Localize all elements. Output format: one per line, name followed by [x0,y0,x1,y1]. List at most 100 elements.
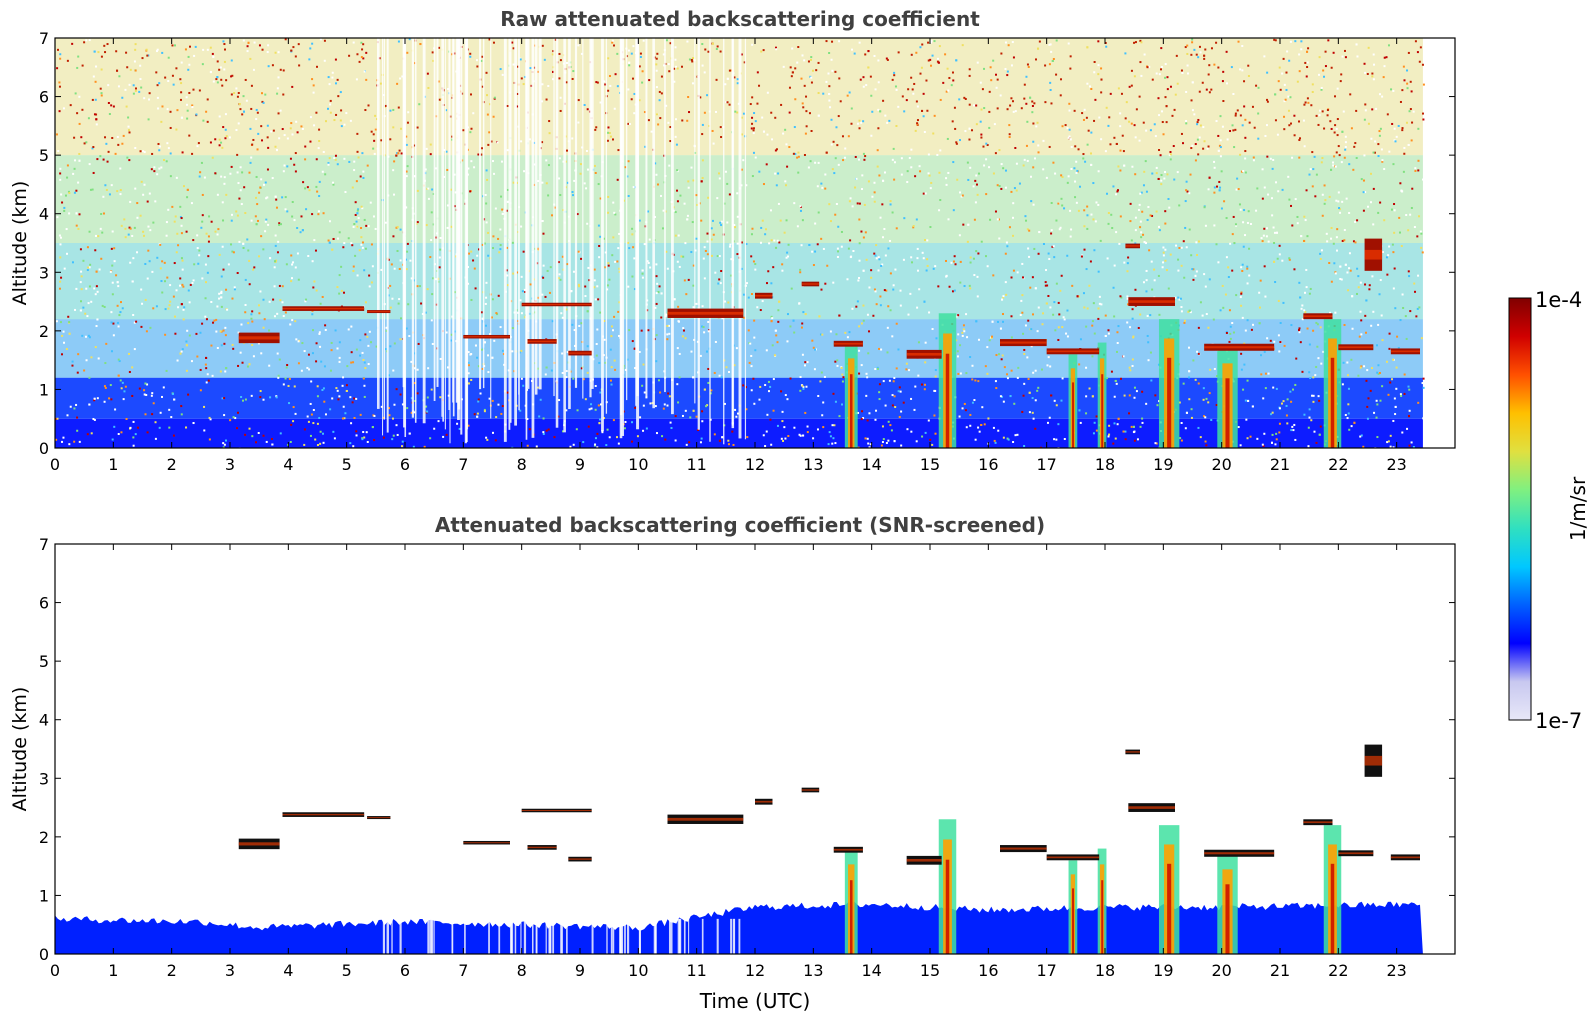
speckle [820,371,823,374]
speckle [324,120,327,123]
speckle [1263,265,1266,268]
speckle [922,92,925,95]
speckle [810,56,813,59]
speckle [630,98,633,101]
speckle [251,343,254,346]
speckle [58,234,61,237]
speckle [886,121,889,124]
speckle [868,286,871,289]
speckle [1198,90,1201,93]
speckle [634,406,637,409]
speckle [166,142,169,145]
speckle [1172,145,1175,148]
speckle [1407,229,1410,232]
speckle [680,65,683,68]
speckle [173,315,176,318]
speckle [916,247,919,250]
speckle [1186,52,1189,55]
speckle [733,364,736,367]
speckle [954,263,957,266]
speckle [978,172,981,175]
speckle [977,426,980,429]
speckle [559,278,562,281]
speckle [193,263,196,266]
speckle [133,348,136,351]
speckle [548,291,551,294]
speckle [1142,121,1145,124]
speckle [1023,382,1026,385]
speckle [405,143,408,146]
speckle [120,431,123,434]
speckle [167,147,170,150]
speckle [203,176,206,179]
speckle [623,427,626,430]
speckle [799,209,802,212]
speckle [647,261,650,264]
speckle [380,405,383,408]
speckle [1378,371,1381,374]
speckle [497,294,500,297]
speckle [289,440,292,443]
speckle [1291,156,1294,159]
speckle [655,275,658,278]
speckle [965,313,968,316]
speckle [1422,83,1425,86]
speckle [317,210,320,213]
speckle [250,313,253,316]
speckle [1362,445,1365,448]
speckle [804,132,807,135]
speckle [916,269,919,272]
speckle [850,107,853,110]
speckle [319,430,322,433]
speckle [1060,274,1063,277]
speckle [926,264,929,267]
speckle [1042,168,1045,171]
speckle [851,48,854,51]
speckle [1420,246,1423,249]
speckle [1352,240,1355,243]
speckle [688,111,691,114]
speckle [354,254,357,257]
speckle [1319,425,1322,428]
speckle [88,285,91,288]
speckle [112,105,115,108]
speckle [1119,215,1122,218]
speckle [1124,117,1127,120]
speckle [1069,55,1072,58]
speckle [456,422,459,425]
speckle [1347,289,1350,292]
speckle [1285,404,1288,407]
speckle [1057,423,1060,426]
speckle [1008,226,1011,229]
speckle [1058,228,1061,231]
speckle [726,221,729,224]
speckle [972,185,975,188]
speckle [1032,417,1035,420]
speckle [369,201,372,204]
speckle [1110,370,1113,373]
speckle [361,246,364,249]
speckle [278,137,281,140]
speckle [75,189,78,192]
speckle [992,59,995,62]
speckle [194,45,197,48]
speckle [1283,115,1286,118]
speckle [65,228,68,231]
speckle [701,410,704,413]
speckle [355,430,358,433]
speckle [1180,421,1183,424]
speckle [239,108,242,111]
speckle [122,134,125,137]
speckle [481,367,484,370]
speckle [1023,97,1026,100]
speckle [880,348,883,351]
speckle [488,131,491,134]
speckle [361,438,364,441]
speckle [1178,246,1181,249]
speckle [1244,136,1247,139]
speckle [312,84,315,87]
speckle [692,306,695,309]
speckle [76,429,79,432]
speckle [522,384,525,387]
speckle [274,234,277,237]
